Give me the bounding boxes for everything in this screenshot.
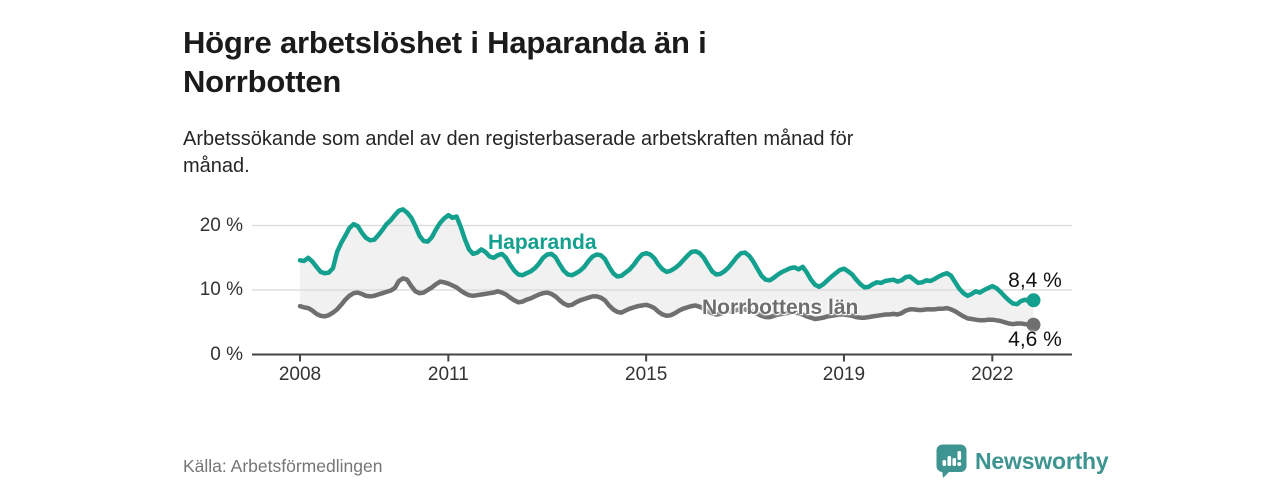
between-series-band: [300, 209, 1034, 325]
newsworthy-wordmark: Newsworthy: [975, 448, 1109, 474]
source-note: Källa: Arbetsförmedlingen: [183, 456, 383, 476]
end-dot-series-1: [1026, 317, 1041, 332]
newsworthy-logo-icon: [936, 444, 967, 478]
end-dot-series-0: [1026, 293, 1041, 308]
chart-subtitle-line-2: månad.: [183, 155, 250, 177]
page-title-line-1: Högre arbetslöshet i Haparanda än i: [183, 24, 707, 60]
newsworthy-logo: Newsworthy: [936, 444, 1109, 478]
line-series-0: [297, 207, 1036, 307]
page-title: Högre arbetslöshet i Haparanda än i Norrb…: [183, 23, 983, 101]
line-series-1: [297, 276, 1036, 328]
chart-subtitle-line-1: Arbetssökande som andel av den registerb…: [183, 128, 854, 150]
page-title-line-2: Norrbotten: [183, 63, 342, 99]
chart-subtitle: Arbetssökande som andel av den registerb…: [183, 126, 1063, 180]
